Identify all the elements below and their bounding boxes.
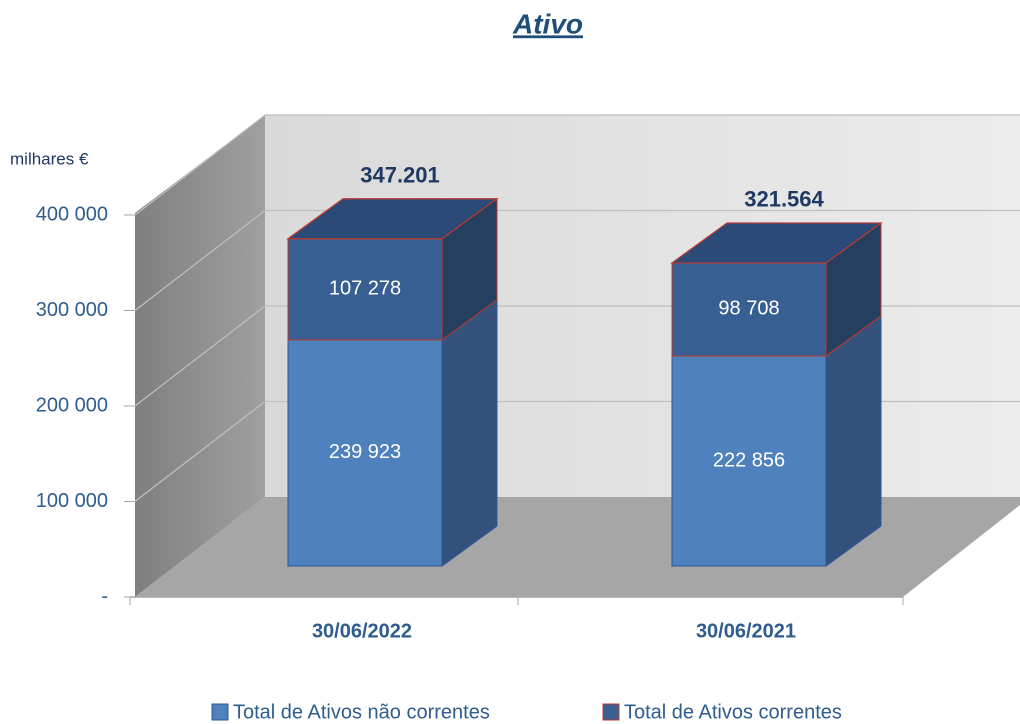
x-tick-label: 30/06/2022 <box>312 620 412 642</box>
y-tick-label: 300 000 <box>36 299 108 321</box>
legend-label: Total de Ativos correntes <box>624 701 842 723</box>
value-label: 107 278 <box>329 278 401 300</box>
bar-segment <box>671 355 827 567</box>
value-label: 222 856 <box>713 449 785 471</box>
x-tick-label: 30/06/2021 <box>696 620 796 642</box>
bar-segment <box>287 339 443 567</box>
bar-side <box>441 298 498 567</box>
legend-swatch <box>211 703 229 721</box>
bar-side <box>825 314 882 567</box>
chart-title: Ativo <box>512 8 583 39</box>
total-label: 347.201 <box>360 163 440 188</box>
y-axis-label: milhares € <box>10 149 89 168</box>
bar-segment <box>671 262 827 357</box>
y-tick-label: 100 000 <box>36 490 108 512</box>
grid-line <box>134 114 1020 216</box>
value-label: 239 923 <box>329 441 401 463</box>
legend-label: Total de Ativos não correntes <box>233 701 490 723</box>
bar-top <box>286 198 499 240</box>
bar-top <box>670 222 883 264</box>
bar-segment <box>287 238 443 341</box>
y-tick-label: 400 000 <box>36 203 108 225</box>
total-label: 321.564 <box>744 187 824 212</box>
floor <box>135 497 1020 597</box>
y-tick-label: - <box>101 585 108 607</box>
grid-line <box>134 209 1020 311</box>
y-tick-label: 200 000 <box>36 394 108 416</box>
value-label: 98 708 <box>718 298 779 320</box>
legend-swatch <box>602 703 620 721</box>
